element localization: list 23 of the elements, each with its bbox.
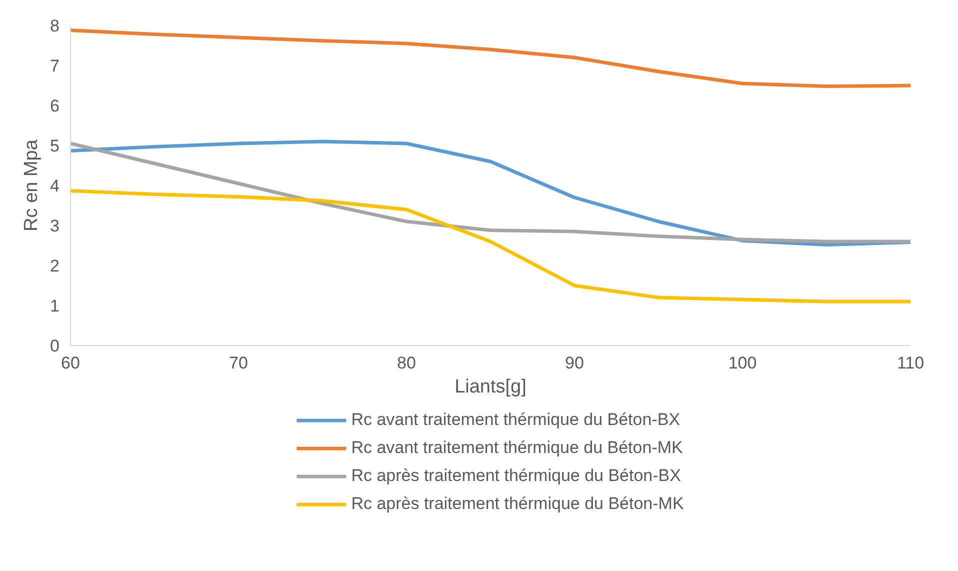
x-tick-label: 80 bbox=[397, 354, 416, 372]
y-tick-label: 8 bbox=[50, 16, 60, 36]
line-series bbox=[70, 188, 910, 304]
legend-label: Rc avant traitement thérmique du Béton-BX bbox=[351, 410, 680, 430]
y-tick-label: 5 bbox=[50, 136, 60, 156]
y-axis-title: Rc en Mpa bbox=[21, 139, 42, 232]
legend-label: Rc après traitement thérmique du Béton-BX bbox=[351, 466, 681, 486]
y-tick-label: 1 bbox=[50, 296, 60, 316]
x-tick-label: 90 bbox=[565, 354, 584, 372]
legend-label: Rc après traitement thérmique du Béton-MK bbox=[351, 494, 684, 514]
x-tick-label: 70 bbox=[229, 354, 248, 372]
x-tick-label: 100 bbox=[728, 354, 757, 372]
legend-label: Rc avant traitement thérmique du Béton-MK bbox=[351, 438, 683, 458]
y-tick-label: 4 bbox=[50, 176, 60, 196]
x-tick-label: 110 bbox=[896, 354, 924, 372]
y-tick-label: 7 bbox=[50, 56, 60, 76]
x-axis-title: Liants[g] bbox=[454, 376, 526, 398]
x-tick-label: 60 bbox=[61, 354, 80, 372]
y-tick-label: 3 bbox=[50, 216, 60, 236]
y-tick-label: 6 bbox=[50, 96, 60, 116]
line-series bbox=[70, 28, 910, 88]
y-tick-label: 0 bbox=[50, 336, 60, 356]
y-tick-label: 2 bbox=[50, 256, 60, 276]
